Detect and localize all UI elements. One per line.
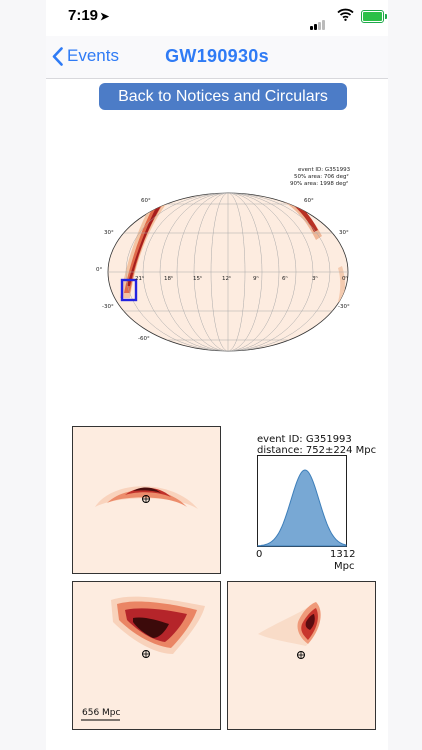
lat-label-right-m30: -30° bbox=[338, 304, 350, 310]
grid-lines bbox=[108, 193, 348, 351]
scale-bar-label: 656 Mpc bbox=[82, 708, 121, 718]
ra-label: 15ʰ bbox=[193, 275, 202, 282]
lat-label-left-60: 60° bbox=[141, 198, 151, 204]
lat-label-left-0: 0° bbox=[96, 267, 102, 273]
chevron-left-icon bbox=[52, 46, 63, 66]
skymap-plot: event ID: G351993 50% area: 706 deg² 90%… bbox=[96, 167, 351, 352]
skymap-area-50: 50% area: 706 deg² bbox=[294, 173, 349, 180]
back-button[interactable]: Events bbox=[52, 46, 119, 66]
lat-label-left-m30: -30° bbox=[102, 304, 114, 310]
ra-label: 9ʰ bbox=[253, 275, 259, 282]
location-arrow-icon: ➤ bbox=[100, 11, 110, 23]
skymap-event-id: event ID: G351993 bbox=[298, 167, 351, 173]
projection-plot bbox=[81, 596, 205, 721]
lat-label-right-30: 30° bbox=[339, 230, 349, 236]
cellular-signal-icon bbox=[310, 12, 326, 30]
distance-unit: Mpc bbox=[334, 561, 355, 572]
back-button-label: Events bbox=[67, 46, 119, 65]
distance-histogram bbox=[257, 455, 347, 547]
distance-x-min: 0 bbox=[256, 549, 263, 560]
distance-curve bbox=[257, 469, 347, 547]
battery-icon bbox=[361, 10, 387, 23]
ra-label: 12ʰ bbox=[222, 275, 231, 282]
back-to-notices-button[interactable]: Back to Notices and Circulars bbox=[99, 83, 347, 110]
ra-label: 3ʰ bbox=[312, 275, 318, 282]
ra-label: 21ʰ bbox=[135, 275, 144, 282]
selection-box bbox=[120, 278, 138, 302]
status-bar: 7:19 ➤ bbox=[46, 0, 388, 34]
lat-label-left-m60: -60° bbox=[138, 336, 150, 342]
distance-value: distance: 752±224 Mpc bbox=[257, 445, 377, 456]
distance-x-max: 1312 bbox=[330, 549, 356, 560]
wifi-icon bbox=[337, 8, 354, 21]
ra-label: 0ʰ bbox=[342, 275, 348, 282]
app-screen: 7:19 ➤ Events GW190930s Back to Notices a… bbox=[46, 0, 388, 750]
ra-label: 18ʰ bbox=[164, 275, 173, 282]
skymap-area-90: 90% area: 1998 deg² bbox=[290, 180, 348, 187]
status-time: 7:19 ➤ bbox=[68, 7, 109, 24]
projection-plot bbox=[95, 486, 198, 509]
distance-event-id: event ID: G351993 bbox=[257, 434, 352, 445]
projection-plot bbox=[258, 602, 321, 659]
projection-panel-top bbox=[72, 426, 221, 574]
lat-label-right-60: 60° bbox=[304, 198, 314, 204]
navigation-bar: Events GW190930s bbox=[46, 36, 388, 79]
projection-panel-bottom-right bbox=[227, 581, 376, 730]
time-text: 7:19 bbox=[68, 7, 99, 24]
lat-label-left-30: 30° bbox=[104, 230, 114, 236]
page-title: GW190930s bbox=[165, 46, 269, 66]
projection-panel-bottom-left: 656 Mpc bbox=[72, 581, 221, 730]
ra-label: 6ʰ bbox=[282, 275, 288, 282]
